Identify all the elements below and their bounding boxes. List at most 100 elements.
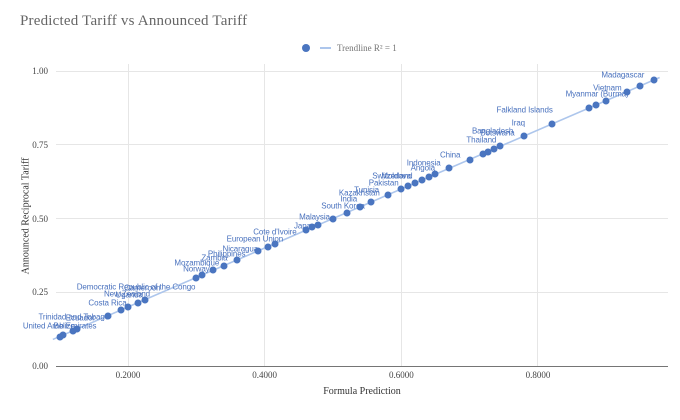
data-point[interactable] (650, 76, 658, 84)
chart-title: Predicted Tariff vs Announced Tariff (20, 13, 248, 29)
data-point[interactable] (411, 179, 419, 187)
data-point[interactable] (602, 97, 610, 104)
data-point[interactable] (59, 331, 67, 339)
data-point[interactable] (425, 173, 433, 181)
data-point[interactable] (134, 299, 142, 307)
data-point-label: Cote d'Ivoire (253, 227, 297, 237)
data-point-label: Japan (294, 222, 315, 231)
x-axis-line (56, 365, 668, 367)
data-point[interactable] (418, 176, 426, 184)
data-point-label: Norway (183, 264, 210, 273)
data-point-label: Vietnam (593, 83, 622, 92)
data-point-label: Belize (53, 321, 75, 331)
x-tick-label: 0.8000 (525, 370, 551, 380)
data-point[interactable] (209, 266, 217, 274)
y-gridline (56, 144, 668, 146)
data-point-label: Botswana (480, 128, 515, 138)
y-gridline (56, 291, 668, 293)
x-gridline (264, 64, 266, 366)
data-point[interactable] (496, 142, 504, 150)
data-point[interactable] (592, 101, 600, 109)
data-point[interactable] (220, 262, 228, 270)
data-point-label: Democratic Republic of the Congo (76, 282, 196, 292)
data-point[interactable] (484, 148, 492, 156)
data-point[interactable] (479, 150, 487, 158)
legend: Trendline R² = 1 (302, 42, 397, 54)
data-point[interactable] (198, 271, 206, 279)
data-point-label: Angola (410, 163, 435, 173)
y-tick-label: 0.25 (32, 287, 48, 298)
data-point-label: Philippines (207, 249, 246, 259)
data-point-label: Switzerland (372, 171, 413, 181)
x-gridline (537, 64, 539, 366)
data-point[interactable] (104, 312, 111, 320)
data-point-label: Tunisia (354, 185, 379, 195)
data-point-label: United Arab Emirates (22, 321, 97, 330)
data-point-label: Falkland Islands (496, 105, 553, 115)
data-point[interactable] (302, 226, 310, 234)
data-point-label: Pakistan (368, 178, 399, 188)
x-tick-label: 0.2000 (115, 370, 141, 380)
y-tick-label: 0.75 (32, 139, 48, 150)
data-point[interactable] (585, 104, 593, 112)
data-point-label: Nicaragua (222, 244, 259, 254)
data-point[interactable] (73, 325, 81, 333)
data-point-label: Costa Rica (88, 298, 127, 308)
data-point-label: Trinidad and Tobago (38, 312, 110, 322)
data-point[interactable] (192, 274, 200, 281)
data-point[interactable] (271, 240, 279, 248)
data-point[interactable] (264, 243, 272, 251)
data-point[interactable] (314, 221, 322, 229)
data-point-label: South Korea (321, 201, 365, 210)
data-point[interactable] (520, 132, 528, 140)
data-point[interactable] (404, 182, 412, 190)
x-axis-title: Formula Prediction (323, 386, 401, 397)
data-point-label: Kazakhstan (338, 188, 380, 198)
data-point-label: Cameroon (123, 283, 161, 293)
data-point-label: New Zealand (103, 289, 151, 299)
data-point[interactable] (356, 203, 364, 211)
data-point[interactable] (233, 256, 241, 264)
data-point-label: Madagascar (601, 70, 645, 80)
data-point-label: Uganda (115, 290, 143, 300)
data-point-label: China (439, 150, 461, 160)
data-point[interactable] (548, 120, 556, 128)
data-point[interactable] (343, 209, 351, 217)
data-point-label: European Union (226, 234, 284, 244)
data-point-label: Malaysia (299, 212, 330, 222)
data-point-label: Mozambique (174, 258, 220, 268)
y-tick-label: 1.00 (32, 66, 48, 76)
series-point-icon (302, 44, 310, 52)
data-point[interactable] (623, 88, 631, 96)
data-point-label: Zambia (201, 253, 228, 263)
data-point[interactable] (490, 145, 498, 153)
data-point[interactable] (141, 296, 149, 304)
x-tick-label: 0.4000 (252, 370, 278, 380)
data-point[interactable] (636, 82, 644, 90)
data-point-label: Thailand (466, 135, 497, 145)
data-point[interactable] (329, 215, 337, 222)
data-point-label: Indonesia (406, 158, 441, 168)
data-point[interactable] (397, 185, 405, 193)
x-gridline (400, 64, 402, 366)
data-point[interactable] (431, 170, 439, 178)
y-gridline (56, 218, 668, 219)
data-point[interactable] (124, 303, 132, 311)
x-tick-label: 0.6000 (388, 370, 414, 380)
data-point[interactable] (384, 191, 392, 199)
data-point[interactable] (367, 198, 375, 206)
data-point-label: Moldova (381, 171, 411, 181)
y-tick-label: 0.00 (32, 361, 48, 371)
data-point-label: India (340, 194, 358, 204)
y-tick-label: 0.50 (32, 213, 48, 224)
data-point-label: Ecuador (65, 313, 95, 323)
data-point[interactable] (308, 223, 316, 231)
data-point[interactable] (466, 156, 474, 163)
data-point[interactable] (254, 247, 262, 255)
data-point[interactable] (117, 306, 125, 314)
data-point[interactable] (445, 164, 453, 172)
legend-label: Trendline R² = 1 (337, 43, 397, 53)
